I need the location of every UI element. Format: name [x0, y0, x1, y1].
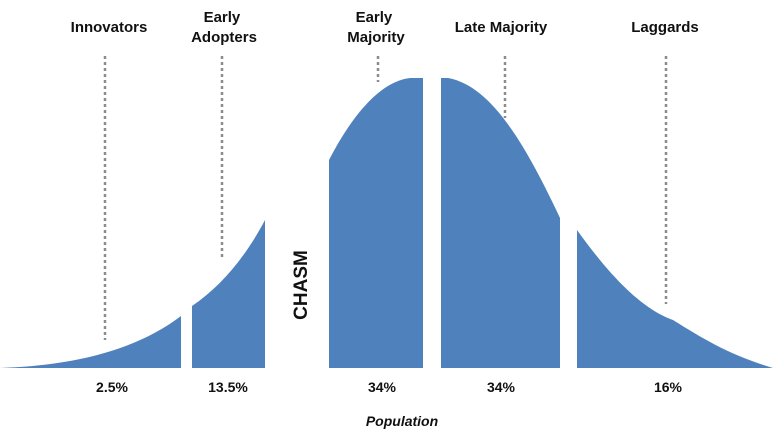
segment-early-majority [329, 78, 423, 368]
segment-laggards [577, 230, 773, 368]
percent-early-majority: 34% [368, 379, 397, 395]
label-innovators: Innovators [71, 19, 148, 36]
segment-innovators [0, 316, 181, 368]
percent-laggards: 16% [654, 379, 683, 395]
label-late-majority: Late Majority [455, 19, 548, 36]
percent-early-adopters: 13.5% [208, 379, 248, 395]
chasm-label: CHASM [291, 250, 312, 320]
percent-late-majority: 34% [487, 379, 516, 395]
label-early-majority: Early Majority [347, 9, 405, 46]
label-early-adopters: Early Adopters [191, 9, 257, 46]
axis-label-population: Population [366, 413, 438, 429]
segment-early-adopters [192, 220, 265, 368]
segment-late-majority [441, 78, 560, 368]
label-laggards: Laggards [631, 19, 699, 36]
percent-innovators: 2.5% [96, 379, 128, 395]
